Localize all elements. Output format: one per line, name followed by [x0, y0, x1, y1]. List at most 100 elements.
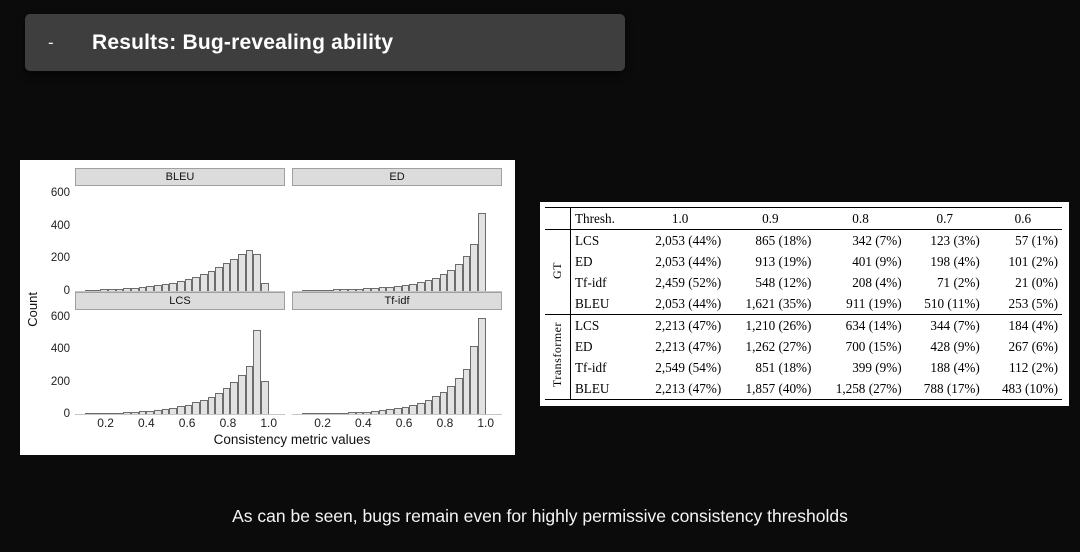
table-cell: 2,213 (47%) [655, 380, 722, 396]
histogram-bar [108, 412, 116, 414]
x-tick-label: 0.6 [178, 416, 196, 430]
histogram-bar [371, 287, 379, 291]
histogram-bar [309, 289, 318, 291]
histogram-bar [432, 396, 440, 414]
histogram-figure-panel: Count 0 200 400 600 BLEU ED 0 200 400 600 LCS Tf-id… [20, 160, 515, 455]
table-cell: 2,213 (47%) [655, 338, 722, 354]
histogram-bar [302, 289, 310, 291]
histogram-bar [238, 374, 246, 414]
group-label-gt: GT [545, 230, 571, 315]
histogram-bar [371, 410, 379, 414]
x-tick-label: 0.2 [97, 416, 114, 430]
histogram-bar [478, 213, 486, 291]
slide-header-bar: - Results: Bug-revealing ability [25, 14, 625, 71]
threshold-value-header: 0.6 [1014, 210, 1032, 226]
y-axis-title-text: Count [25, 292, 40, 327]
histogram-bar [131, 411, 139, 414]
facet-tf-idf: Tf-idf [292, 291, 502, 415]
table-row: Transformer LCS 2,213 (47%) 1,210 (26%) 634 … [545, 314, 1062, 400]
histogram-bar [169, 407, 177, 414]
histogram-bar [207, 396, 216, 414]
page-title: Results: Bug-revealing ability [92, 30, 394, 54]
x-tick-label: 1.0 [260, 416, 278, 430]
histogram-bar [401, 406, 410, 414]
table-cell: 57 (1%) [1015, 232, 1058, 248]
histogram-bar [355, 288, 364, 291]
histogram-bar [378, 410, 387, 414]
histogram-bar [317, 413, 326, 414]
histogram-bar [192, 276, 200, 291]
facet-row: 0 200 400 600 LCS Tf-idf [41, 291, 509, 420]
facet-strip-label: LCS [75, 291, 285, 310]
histogram-bar [184, 404, 193, 414]
table-cell: 1,857 (40%) [745, 380, 812, 396]
histogram-bar [215, 267, 223, 291]
facet-grid: 0 200 400 600 BLEU ED 0 200 400 600 LCS Tf-idf 0.2 0.… [41, 168, 509, 432]
facet-lcs: LCS [75, 291, 285, 415]
table-cell: 267 (6%) [1008, 338, 1058, 354]
metric-name: ED [570, 251, 635, 272]
histogram-bar [325, 289, 333, 291]
histogram-bar [447, 385, 456, 414]
histogram-bar [348, 288, 356, 291]
histogram-bar [192, 402, 200, 414]
y-axis-title: Count [24, 168, 41, 451]
y-tick-label: 0 [63, 284, 70, 297]
table-row: Tf-idf 2,459 (52%) 548 (12%) 208 (4%) 71 (2%… [545, 272, 1062, 293]
x-tick-label: 0.8 [219, 416, 237, 430]
histogram-bar [146, 410, 154, 414]
table-cell: 865 (18%) [755, 232, 812, 248]
metric-name: BLEU [570, 293, 635, 315]
table-cell: 399 (9%) [852, 359, 902, 375]
histogram-bar [455, 378, 463, 414]
table-cell: 428 (9%) [930, 338, 980, 354]
table-cell: 198 (4%) [930, 253, 980, 269]
facet-plot-area [75, 186, 285, 292]
y-tick-column: 0 200 400 600 [41, 168, 75, 296]
histogram-bar [253, 253, 262, 291]
table-cell: 342 (7%) [852, 232, 902, 248]
histogram-bar [238, 254, 246, 291]
histogram-bar [161, 408, 170, 414]
histogram-bar [409, 283, 417, 291]
table-row: ED 2,213 (47%) 1,262 (27%) 700 (15%) 428 (9%… [545, 336, 1062, 357]
histogram-bar [115, 288, 124, 291]
histogram-bar [424, 280, 433, 291]
histogram-bar [245, 250, 254, 291]
group-label-text: GT [550, 261, 564, 279]
metric-name: BLEU [570, 378, 635, 400]
histogram-bar [470, 243, 479, 291]
table-cell: 344 (7%) [905, 314, 984, 336]
table-cell: 913 (19%) [755, 253, 812, 269]
histogram-bar [409, 404, 417, 414]
x-tick-area: 0.2 0.4 0.6 0.8 1.0 [75, 415, 285, 432]
table-cell: 1,210 (26%) [725, 314, 816, 336]
histogram-bar [455, 263, 463, 291]
facet-row: 0 200 400 600 BLEU ED [41, 168, 509, 297]
table-cell: 253 (5%) [1008, 295, 1058, 311]
table-cell: 101 (2%) [1008, 253, 1058, 269]
table-cell: 2,549 (54%) [655, 359, 722, 375]
facet-plot-area [75, 310, 285, 415]
histogram-bar [100, 289, 109, 291]
slide-caption: As can be seen, bugs remain even for hig… [232, 506, 848, 526]
x-tick-label: 0.4 [355, 416, 372, 430]
histogram-bar [261, 283, 269, 291]
histogram-bar [184, 279, 193, 291]
group-label-text: Transformer [550, 322, 564, 388]
table-cell: 1,621 (35%) [745, 295, 812, 311]
histogram-bar [432, 277, 440, 291]
histogram-bar [169, 282, 177, 291]
histogram-bar [393, 408, 402, 414]
table-cell: 548 (12%) [755, 274, 812, 290]
y-tick-label: 200 [50, 252, 70, 265]
histogram-bar [85, 413, 93, 414]
histogram-bar [439, 274, 448, 291]
results-table-head: Thresh. 1.0 0.9 0.8 0.7 0.6 [545, 207, 1062, 230]
histogram-bar [416, 282, 425, 291]
table-row: GT LCS 2,053 (44%) 865 (18%) 342 (7%) 123 (3%… [545, 229, 1062, 279]
facet-strip-label: ED [292, 168, 502, 186]
facet-plot-area [292, 310, 502, 415]
histogram-bar [92, 413, 101, 414]
table-cell: 2,459 (52%) [655, 274, 722, 290]
